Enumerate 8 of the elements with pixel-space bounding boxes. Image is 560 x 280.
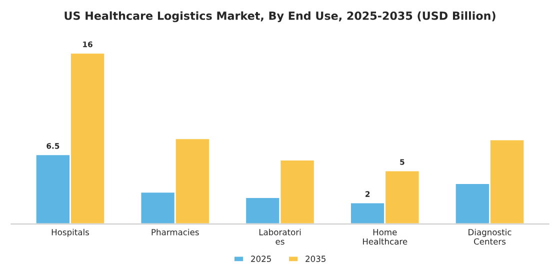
x-tick-label: Diagnostic Centers: [468, 228, 512, 245]
x-tick-label: Hospitals: [52, 228, 90, 237]
legend-label: 2035: [306, 256, 326, 262]
x-tick-label: Laboratori es: [259, 228, 301, 245]
legend-label: 2025: [251, 256, 271, 262]
chart-title: US Healthcare Logistics Market, By End Use, 2025-2035 (USD Billion): [64, 11, 496, 22]
x-tick-label: Home Healthcare: [362, 229, 408, 245]
x-tick-label: Pharmacies: [152, 228, 199, 236]
